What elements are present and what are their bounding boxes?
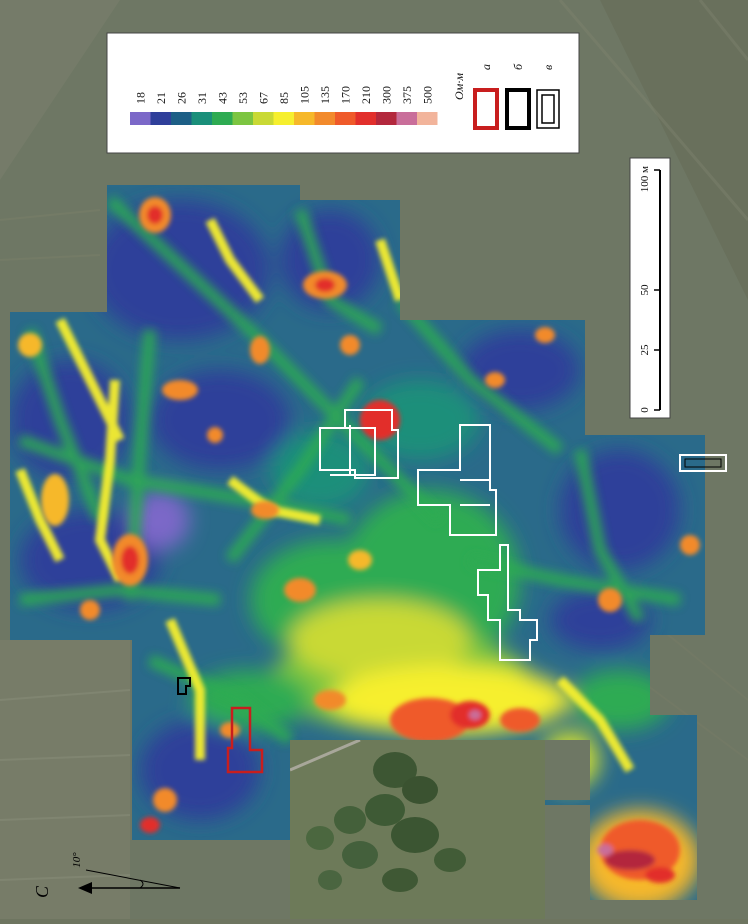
scale-bar: 0 25 50 100 м xyxy=(629,157,671,419)
legend-swatch xyxy=(171,112,192,125)
legend-value-label: 105 xyxy=(297,86,311,104)
legend-labels: 18 21 26 31 43 53 67 85 105 135 170 210 300 375 500 xyxy=(133,86,434,104)
legend-swatch xyxy=(130,112,151,125)
north-label: С xyxy=(32,885,52,898)
outline-red xyxy=(226,706,264,774)
legend-swatch xyxy=(253,112,274,125)
legend-symbol-label: б xyxy=(511,63,525,70)
legend-symbol-box xyxy=(505,88,531,130)
north-arrow: С 10° xyxy=(32,852,181,898)
legend-value-label: 135 xyxy=(318,86,332,104)
outline-white-double xyxy=(679,454,727,472)
legend-swatch xyxy=(191,112,212,125)
legend-swatches xyxy=(130,112,438,125)
legend-value-label: 26 xyxy=(174,92,188,104)
legend-swatch xyxy=(232,112,253,125)
north-angle-label: 10° xyxy=(71,852,83,868)
legend: 18 21 26 31 43 53 67 85 105 135 170 210 300 375 500 Ом… xyxy=(106,32,580,154)
legend-swatch xyxy=(212,112,233,125)
legend-value-label: 31 xyxy=(195,92,209,104)
legend-value-label: 67 xyxy=(256,92,270,104)
legend-value-label: 43 xyxy=(215,92,229,104)
legend-value-label: 18 xyxy=(133,92,147,104)
legend-swatch xyxy=(273,112,294,125)
legend-value-label: 170 xyxy=(338,86,352,104)
legend-symbol-label: в xyxy=(541,65,555,70)
site-outlines xyxy=(177,409,727,774)
legend-value-label: 53 xyxy=(236,92,250,104)
legend-swatch xyxy=(294,112,315,125)
legend-swatch xyxy=(396,112,417,125)
legend-symbol-label: а xyxy=(479,64,493,70)
legend-swatch xyxy=(335,112,356,125)
legend-symbol-box xyxy=(473,88,499,130)
scale-end-label: 100 м xyxy=(639,166,651,192)
scale-tick-label: 0 xyxy=(639,407,651,413)
legend-value-label: 375 xyxy=(400,86,414,104)
scale-ticks: 0 25 50 xyxy=(639,169,660,413)
scale-tick-label: 25 xyxy=(639,344,651,356)
legend-swatch xyxy=(314,112,335,125)
legend-swatch xyxy=(150,112,171,125)
legend-value-label: 300 xyxy=(379,86,393,104)
outline-white xyxy=(319,409,538,661)
legend-value-label: 85 xyxy=(277,92,291,104)
legend-value-label: 500 xyxy=(420,86,434,104)
legend-symbol-box-inner xyxy=(541,94,555,124)
legend-swatch xyxy=(355,112,376,125)
legend-swatch xyxy=(376,112,397,125)
scale-tick-label: 50 xyxy=(639,284,651,296)
legend-value-label: 210 xyxy=(359,86,373,104)
outline-black xyxy=(177,677,191,695)
legend-symbols: а б в xyxy=(473,63,560,130)
legend-unit-label: Ом·м xyxy=(452,73,466,100)
legend-swatch xyxy=(417,112,438,125)
legend-value-label: 21 xyxy=(154,92,168,104)
